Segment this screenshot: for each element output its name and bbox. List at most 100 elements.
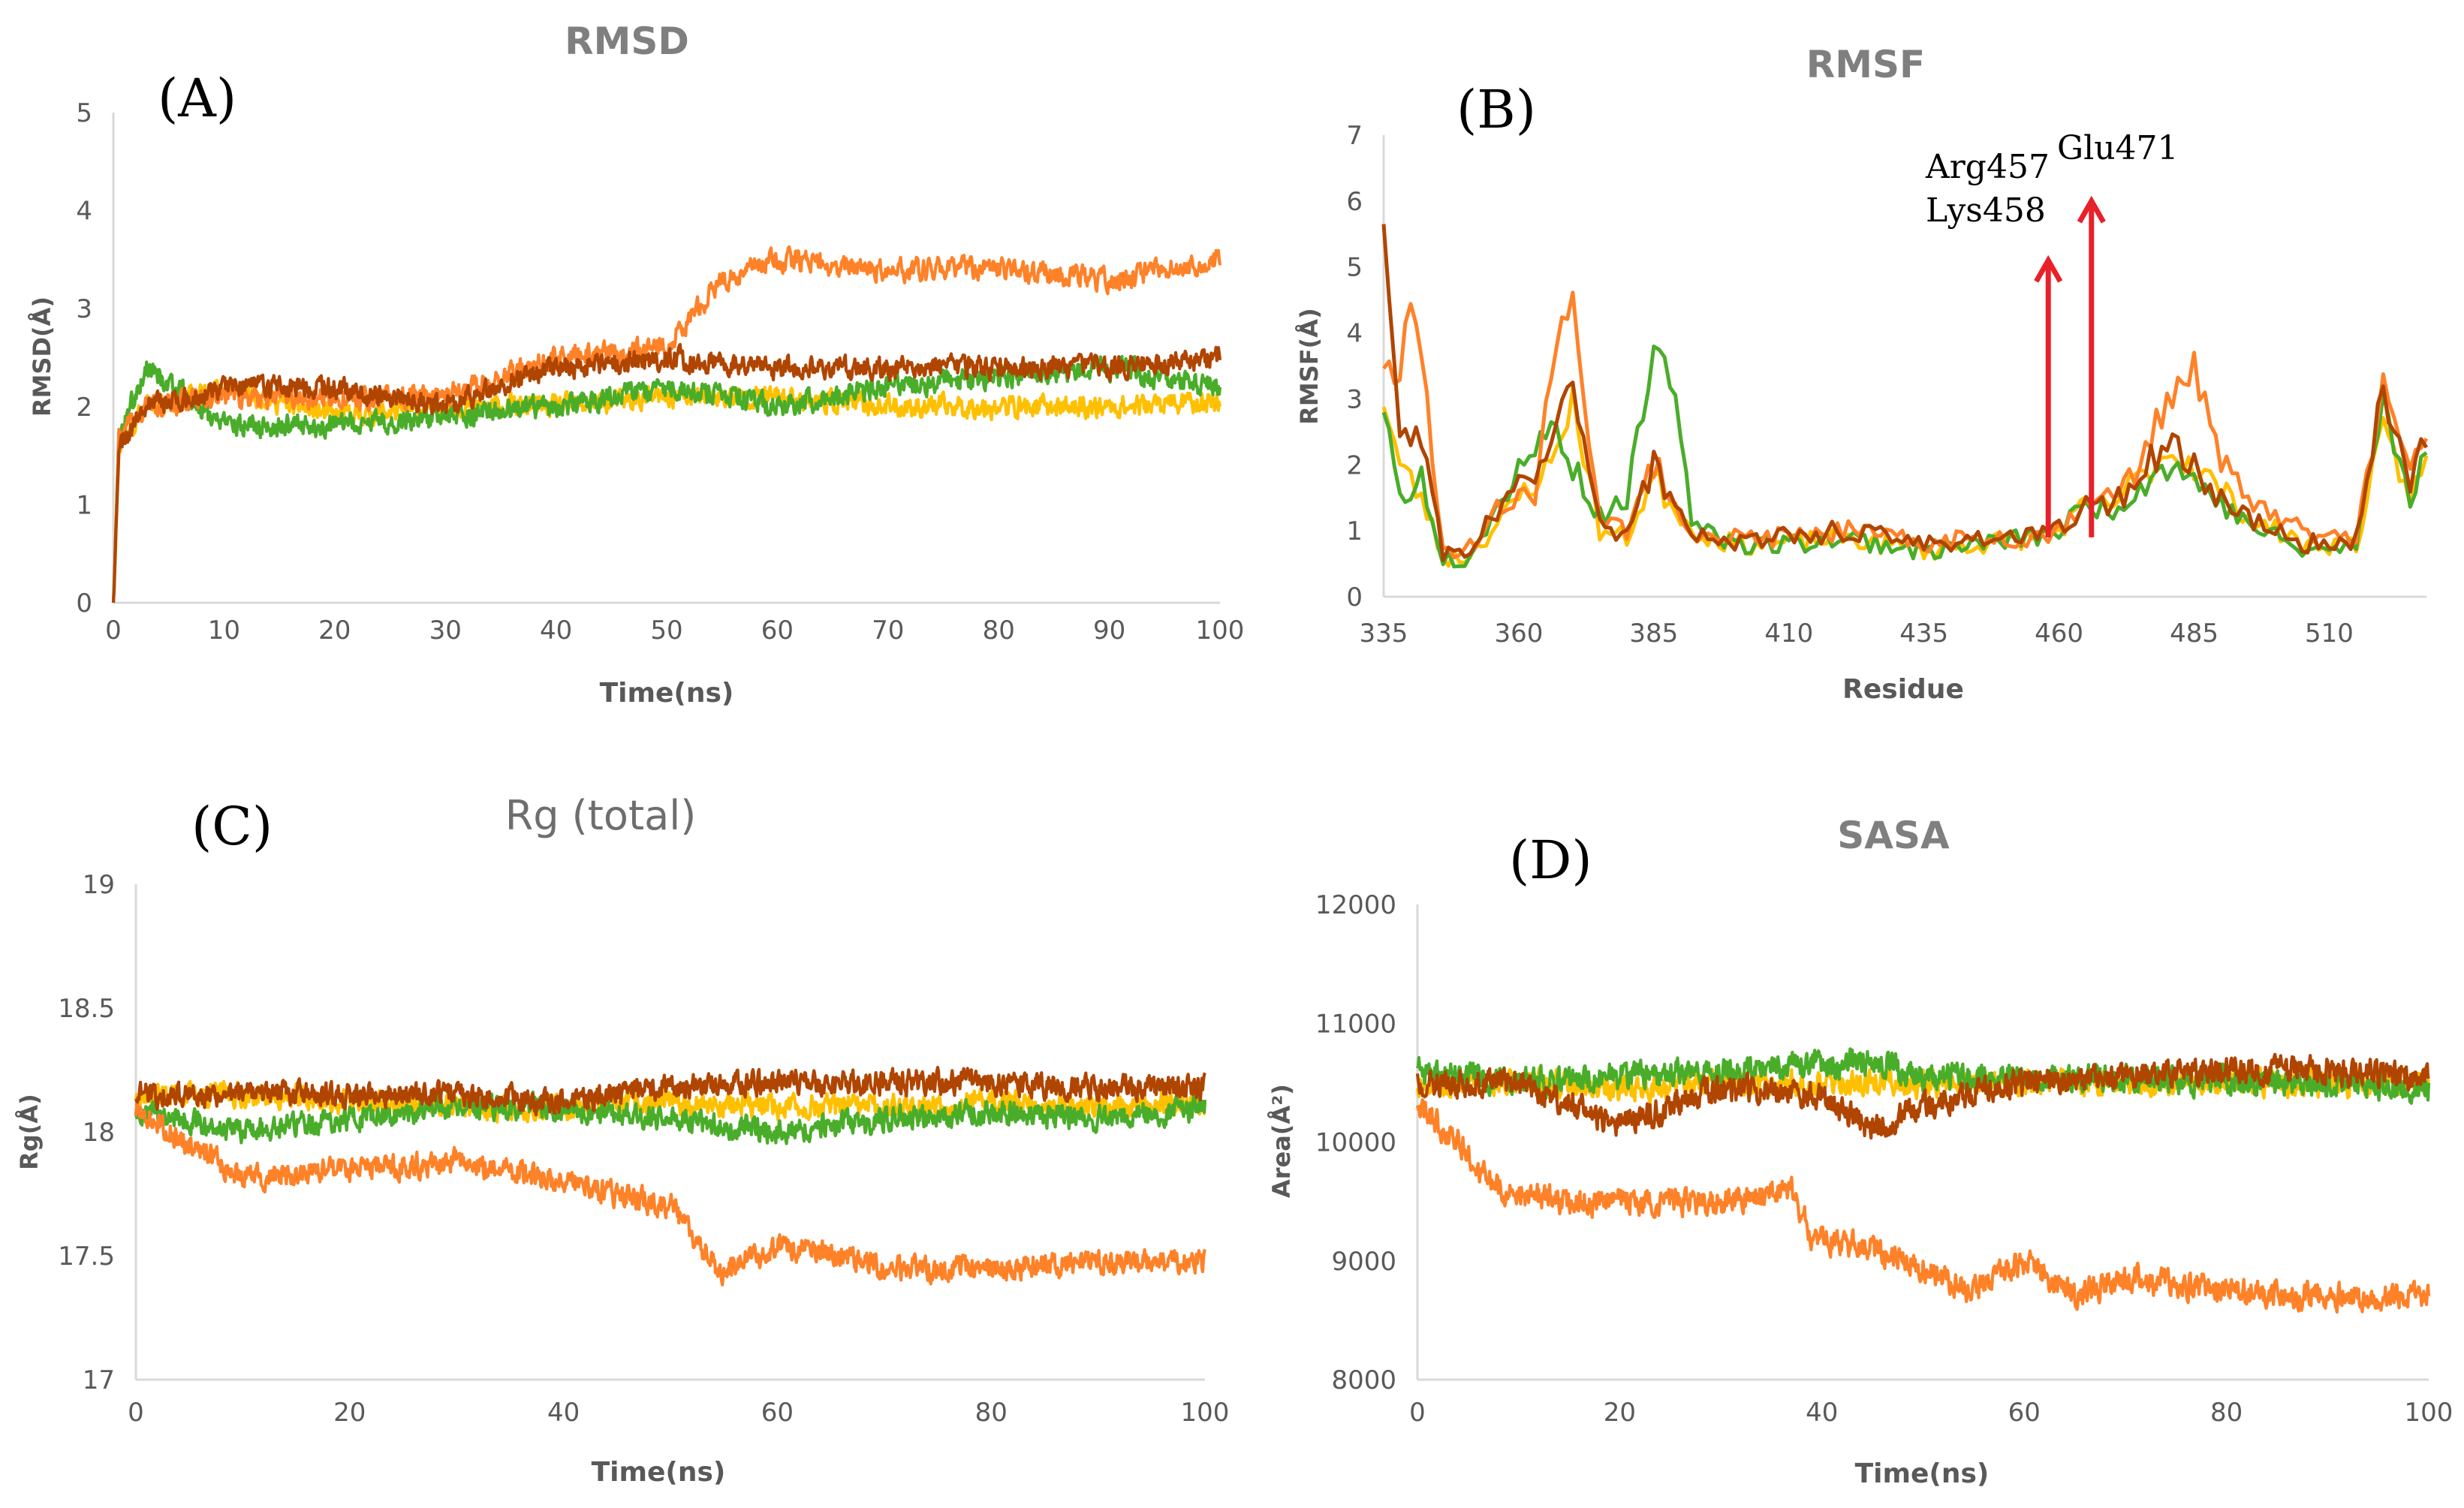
panel-c-y-tick-label: 19 — [83, 870, 115, 900]
panel-d-label: (D) — [1509, 829, 1592, 891]
panel-c-series — [134, 1065, 1207, 1287]
panel-c-x-tick-label: 20 — [333, 1398, 366, 1428]
panel-d-y-label: Area(Å²) — [1267, 1084, 1296, 1198]
panel-d-x-tick-label: 20 — [1604, 1398, 1636, 1428]
annotation-arrowhead-arg457 — [2034, 254, 2063, 283]
panel-a-x-label: Time(ns) — [600, 678, 734, 709]
panel-d-x-tick-label: 40 — [1806, 1398, 1838, 1428]
panel-a-y-label: RMSD(Å) — [28, 296, 56, 417]
panel-c-x-tick-label: 100 — [1181, 1398, 1230, 1428]
panel-a-x-tick-label: 60 — [761, 616, 794, 646]
panel-a-series-1-line — [111, 378, 1222, 604]
panel-d-ticks: 8000 9000 10000 11000 12000 0 20 40 60 80 100 — [1315, 890, 2453, 1428]
panel-b-x-tick-label: 435 — [1899, 619, 1948, 649]
panel-b-x-tick-label: 460 — [2035, 619, 2083, 649]
annotation-label-lys458: Lys458 — [1926, 191, 2046, 230]
panel-c-label: (C) — [191, 796, 273, 857]
panel-a-y-tick-label: 0 — [76, 588, 92, 619]
panel-c-title: Rg (total) — [505, 792, 697, 839]
panel-c-series-4-line — [134, 1065, 1206, 1117]
panel-d-x-tick-label: 100 — [2405, 1398, 2453, 1428]
panel-d-y-tick-label: 9000 — [1331, 1247, 1396, 1277]
panel-b-y-tick-label: 2 — [1346, 450, 1363, 480]
panel-b-x-tick-label: 335 — [1360, 619, 1408, 649]
panel-c-x-tick-label: 0 — [128, 1398, 144, 1428]
panel-a-x-tick-label: 40 — [540, 616, 572, 646]
panel-a-x-tick-label: 100 — [1196, 616, 1245, 646]
panel-c-series-3-line — [134, 1095, 1206, 1287]
panel-a-x-tick-label: 0 — [105, 616, 122, 646]
panel-b-x-tick-label: 410 — [1764, 619, 1813, 649]
panel-a-y-tick-label: 4 — [76, 197, 92, 227]
panel-b-y-tick-label: 7 — [1346, 121, 1363, 151]
panel-b-label: (B) — [1456, 79, 1536, 140]
panel-c-y-tick-label: 17.5 — [58, 1242, 115, 1272]
panel-c-y-tick-label: 18 — [83, 1118, 115, 1148]
panel-c: Rg (total) (C) 17 17.5 18 18.5 19 0 20 40 60 80 10… — [15, 792, 1229, 1488]
panel-a-x-tick-label: 50 — [650, 616, 682, 646]
panel-a-x-tick-label: 80 — [983, 616, 1015, 646]
panel-b-y-tick-label: 0 — [1346, 582, 1363, 613]
panel-c-x-tick-label: 80 — [975, 1398, 1008, 1428]
panel-b-y-tick-label: 3 — [1346, 384, 1363, 414]
panel-c-y-label: Rg(Å) — [15, 1094, 44, 1170]
panel-b-y-tick-label: 5 — [1346, 253, 1363, 283]
panel-b: RMSF (B) 0 1 2 3 4 5 6 7 335 360 385 410 435 460 485 51… — [1295, 43, 2429, 705]
panel-c-x-tick-label: 40 — [547, 1398, 580, 1428]
panel-a-y-tick-label: 5 — [76, 98, 92, 128]
panel-a-title: RMSD — [565, 20, 689, 63]
panel-b-x-tick-label: 385 — [1629, 619, 1678, 649]
panel-d-title: SASA — [1837, 814, 1950, 857]
panel-b-y-tick-label: 6 — [1346, 187, 1363, 217]
annotation-label-arg457: Arg457 — [1925, 148, 2050, 186]
panel-c-x-tick-label: 60 — [761, 1398, 794, 1428]
panel-d-series — [1415, 1047, 2431, 1314]
panel-c-series-2-line — [134, 1090, 1207, 1145]
panel-d-x-tick-label: 80 — [2210, 1398, 2243, 1428]
panel-b-y-tick-label: 1 — [1346, 516, 1363, 546]
panel-d-x-tick-label: 60 — [2008, 1398, 2041, 1428]
panel-d-y-tick-label: 11000 — [1315, 1009, 1396, 1039]
panel-a-series-4-line — [111, 342, 1222, 604]
panel-c-y-tick-label: 17 — [83, 1365, 115, 1395]
panel-b-x-tick-label: 360 — [1494, 619, 1543, 649]
panel-d-y-tick-label: 10000 — [1315, 1128, 1396, 1158]
panel-d-x-label: Time(ns) — [1855, 1458, 1990, 1489]
panel-d-y-tick-label: 8000 — [1331, 1365, 1396, 1395]
panel-a-y-tick-label: 3 — [76, 294, 92, 324]
panel-b-ticks: 0 1 2 3 4 5 6 7 335 360 385 410 435 460 485 510 — [1346, 121, 2354, 649]
panel-b-series-4-line — [1381, 224, 2429, 562]
annotation-glu471: Glu471 — [2057, 129, 2179, 537]
panel-a-x-tick-label: 70 — [872, 616, 904, 646]
annotation-arrowhead-glu471 — [2077, 195, 2106, 224]
annotation-label-glu471: Glu471 — [2057, 129, 2179, 167]
panel-b-y-label: RMSF(Å) — [1295, 308, 1324, 424]
panel-c-ticks: 17 17.5 18 18.5 19 0 20 40 60 80 100 — [58, 870, 1229, 1428]
panel-b-title: RMSF — [1806, 43, 1925, 86]
panel-d-series-4-line — [1415, 1052, 2430, 1140]
panel-d-series-3-line — [1415, 1097, 2431, 1314]
panel-a-x-tick-label: 20 — [318, 616, 351, 646]
panel-a-x-tick-label: 30 — [429, 616, 462, 646]
panel-c-y-tick-label: 18.5 — [58, 994, 115, 1024]
panel-d-x-tick-label: 0 — [1409, 1398, 1426, 1428]
panel-a-y-tick-label: 2 — [76, 393, 92, 423]
panel-b-x-tick-label: 485 — [2170, 619, 2219, 649]
panel-a-x-tick-label: 90 — [1093, 616, 1125, 646]
panel-a-label: (A) — [158, 68, 236, 129]
panel-b-series-3-line — [1382, 290, 2429, 560]
panel-b-annotations: Arg457 Lys458 Glu471 — [1925, 129, 2179, 537]
panel-c-x-label: Time(ns) — [592, 1457, 726, 1488]
panel-b-y-tick-label: 4 — [1346, 319, 1363, 349]
panel-d-y-tick-label: 12000 — [1315, 890, 1396, 920]
panel-b-x-tick-label: 510 — [2305, 619, 2354, 649]
panel-d-series-1-line — [1415, 1064, 2431, 1106]
panel-a-y-tick-label: 1 — [76, 490, 92, 520]
panel-b-x-label: Residue — [1842, 674, 1964, 705]
panel-a-series — [111, 245, 1222, 604]
panel-b-series — [1381, 224, 2429, 569]
panel-a-x-tick-label: 10 — [208, 616, 240, 646]
